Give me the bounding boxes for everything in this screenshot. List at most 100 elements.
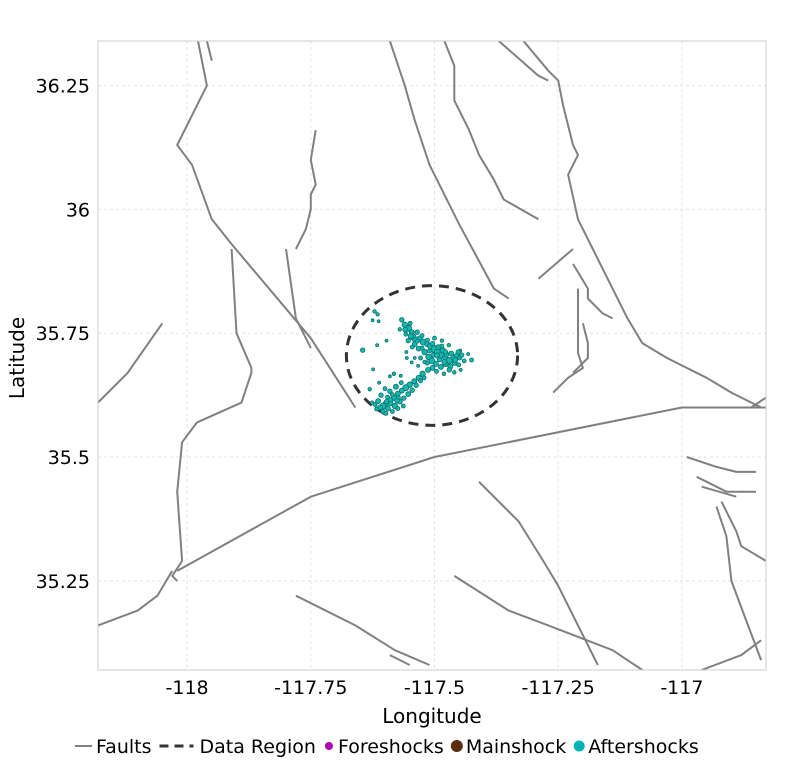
aftershock-point (383, 410, 389, 416)
fault-line (295, 129, 317, 250)
fault-line (522, 41, 762, 409)
fault-line (285, 248, 312, 349)
aftershock-point (375, 312, 380, 317)
aftershock-point (429, 340, 436, 347)
legend-label: Mainshock (466, 736, 566, 758)
fault-line (98, 322, 164, 404)
fault-line (388, 41, 510, 300)
y-tick-label: 35.5 (48, 447, 90, 469)
legend-item-faults: Faults (75, 736, 152, 758)
aftershock-point (371, 367, 376, 372)
legend-item-mainshock: Mainshock (450, 736, 566, 758)
aftershock-point (419, 345, 425, 351)
aftershock-point (384, 338, 389, 343)
fault-line (171, 248, 253, 582)
aftershock-point (383, 398, 390, 405)
aftershock-point (414, 329, 420, 335)
legend-label: Data Region (200, 736, 316, 758)
legend-label: Aftershocks (588, 736, 699, 758)
aftershock-point (374, 406, 380, 412)
x-tick-labels: -118 -117.75 -117.5 -117.25 -117 (166, 677, 704, 699)
aftershock-point (441, 371, 447, 376)
y-tick-label: 35.75 (36, 323, 90, 345)
fault-line (443, 41, 539, 221)
y-tick-label: 35.25 (36, 571, 90, 593)
aftershock-point (376, 319, 381, 324)
aftershock-point (395, 406, 401, 411)
aftershock-point (369, 400, 375, 405)
aftershock-point (421, 375, 427, 381)
aftershock-point (458, 367, 463, 372)
legend: Faults Data Region Foreshocks Mainshock Afte… (75, 736, 699, 758)
aftershock-point (446, 342, 451, 348)
fault-line (295, 594, 430, 666)
aftershock-point (437, 363, 444, 370)
data-region (344, 284, 520, 427)
aftershock-point (405, 337, 411, 344)
aftershock-point (377, 380, 382, 385)
aftershock-point (407, 320, 413, 326)
aftershock-point (399, 317, 405, 323)
fault-lines (98, 41, 766, 670)
aftershock-point (433, 352, 440, 359)
fault-line (701, 639, 762, 670)
data-region-ellipse (344, 284, 520, 427)
aftershock-point (391, 371, 397, 376)
aftershock-point (416, 363, 421, 368)
aftershock-point (367, 387, 372, 392)
aftershock-point (392, 383, 399, 390)
aftershock-point (375, 398, 382, 405)
aftershock-point (439, 338, 445, 343)
aftershock-point (439, 343, 445, 349)
x-tick-label: -117 (660, 677, 703, 699)
fault-line (176, 41, 233, 245)
fault-line (205, 41, 213, 62)
legend-swatch (324, 742, 333, 750)
plot-border (97, 40, 767, 671)
aftershock-point (387, 374, 392, 379)
aftershock-point (378, 392, 384, 398)
aftershock-point (456, 362, 462, 368)
aftershock-point (404, 356, 409, 360)
aftershock-point (442, 349, 449, 355)
aftershock-point (418, 378, 424, 384)
legend-swatch (573, 740, 585, 752)
aftershock-point (385, 405, 391, 412)
aftershock-point (419, 333, 425, 339)
fault-line (230, 243, 357, 409)
aftershock-point (469, 357, 475, 363)
aftershock-point (455, 349, 461, 355)
fault-line (686, 456, 757, 473)
aftershock-point (370, 318, 375, 323)
aftershock-point (387, 388, 393, 394)
fault-line (572, 323, 589, 374)
aftershock-point (409, 344, 415, 350)
legend-item-aftershocks: Aftershocks (573, 736, 699, 758)
aftershock-point (425, 366, 431, 373)
aftershock-point (398, 387, 405, 394)
aftershock-point (425, 337, 430, 343)
aftershock-point (375, 343, 380, 348)
aftershock-point (398, 373, 403, 378)
legend-item-foreshocks: Foreshocks (324, 736, 444, 758)
aftershock-point (418, 355, 424, 361)
x-tick-label: -117.5 (404, 677, 465, 699)
aftershock-point (388, 400, 394, 407)
fault-line (176, 406, 766, 572)
aftershock-points (360, 309, 475, 416)
aftershock-point (459, 352, 465, 358)
aftershock-point (397, 327, 402, 332)
aftershock-point (452, 357, 459, 363)
y-axis-title: Latitude (5, 317, 29, 399)
aftershock-point (404, 350, 409, 354)
fault-line (572, 263, 614, 320)
fault-line (696, 475, 757, 493)
fault-line (498, 41, 549, 82)
aftershock-point (398, 380, 404, 386)
legend-item-data-region: Data Region (159, 736, 316, 758)
y-tick-label: 36.25 (36, 76, 90, 98)
x-tick-label: -117.25 (522, 677, 595, 699)
aftershock-point (441, 358, 448, 365)
aftershock-point (412, 356, 417, 360)
fault-line (552, 288, 584, 394)
